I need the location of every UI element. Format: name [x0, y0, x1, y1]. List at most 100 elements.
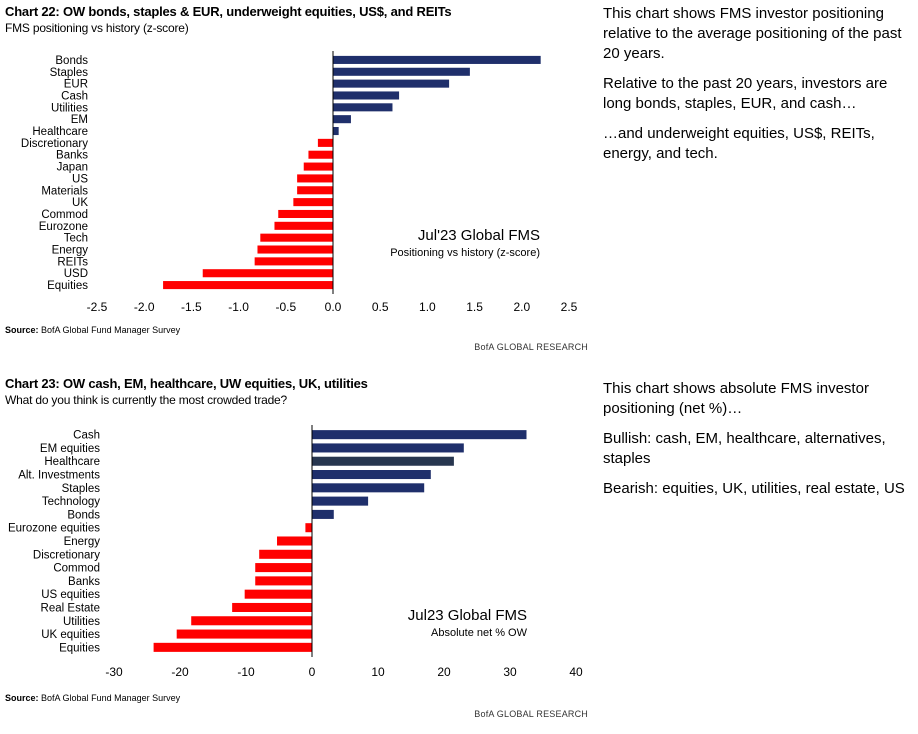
bar-us-equities	[244, 589, 312, 599]
x-tick-label: -1.0	[228, 300, 249, 314]
category-label: Staples	[62, 483, 101, 495]
category-label: Materials	[41, 185, 88, 197]
bar-usd	[202, 269, 333, 278]
chart-annotation-subtitle: Positioning vs history (z-score)	[390, 247, 540, 259]
bar-energy	[257, 245, 333, 254]
category-label: Cash	[73, 430, 100, 442]
category-label: US equities	[41, 589, 100, 601]
category-label: Technology	[42, 496, 100, 508]
bar-discretionary	[259, 549, 312, 559]
chart-annotation-title: Jul23 Global FMS	[408, 607, 527, 624]
commentary-paragraph: Bearish: equities, UK, utilities, real e…	[603, 480, 905, 497]
bar-healthcare	[333, 126, 339, 136]
category-label: Eurozone equities	[8, 523, 100, 535]
bar-healthcare	[312, 456, 454, 466]
category-label: Real Estate	[41, 602, 100, 614]
brand-label: BofA GLOBAL RESEARCH	[474, 709, 588, 719]
x-tick-label: 20	[437, 665, 451, 679]
bar-equities	[153, 642, 312, 652]
bar-utilities	[333, 103, 393, 112]
category-label: Japan	[57, 162, 88, 174]
category-label: Utilities	[51, 102, 88, 114]
commentary-chart-23: This chart shows absolute FMS investor p…	[603, 379, 911, 509]
bar-eurozone-equities	[305, 523, 312, 533]
bar-real-estate	[232, 602, 312, 612]
commentary-chart-22: This chart shows FMS investor positionin…	[603, 4, 911, 174]
bar-banks	[308, 150, 333, 159]
category-label: Eurozone	[39, 221, 88, 233]
x-tick-label: 0.5	[372, 300, 389, 314]
bar-uk	[293, 198, 333, 207]
category-label: Staples	[50, 67, 89, 79]
category-label: REITs	[57, 256, 88, 268]
category-label: Alt. Investments	[18, 470, 100, 482]
x-tick-label: -2.5	[87, 300, 108, 314]
x-tick-label: -30	[105, 665, 123, 679]
x-tick-label: 2.5	[561, 300, 578, 314]
category-label: Discretionary	[21, 138, 88, 150]
bar-uk-equities	[176, 629, 312, 639]
x-tick-label: -10	[237, 665, 255, 679]
commentary-paragraph: …and underweight equities, US$, REITs, e…	[603, 125, 875, 162]
category-label: Energy	[52, 245, 89, 257]
category-label: Commod	[53, 563, 100, 575]
bar-cash	[312, 430, 527, 440]
category-label: US	[72, 173, 88, 185]
x-tick-label: 40	[569, 665, 583, 679]
x-tick-label: -0.5	[275, 300, 296, 314]
source-label: Source:	[5, 325, 39, 335]
chart-annotation-subtitle: Absolute net % OW	[431, 627, 528, 639]
x-tick-label: 0.0	[325, 300, 342, 314]
bar-commod	[278, 209, 333, 219]
category-label: Banks	[56, 150, 88, 162]
category-label: Energy	[64, 536, 101, 548]
chart-title: Chart 23: OW cash, EM, healthcare, UW eq…	[5, 376, 368, 391]
commentary-paragraph: Bullish: cash, EM, healthcare, alternati…	[603, 430, 886, 467]
source-note: Source: BofA Global Fund Manager Survey	[5, 325, 180, 335]
source-text: BofA Global Fund Manager Survey	[41, 325, 181, 335]
bar-staples	[312, 483, 425, 493]
category-label: UK	[72, 197, 88, 209]
source-note: Source: BofA Global Fund Manager Survey	[5, 693, 180, 703]
chart-title: Chart 22: OW bonds, staples & EUR, under…	[5, 4, 452, 19]
x-tick-label: 30	[503, 665, 517, 679]
chart-panel-23: Chart 23: OW cash, EM, healthcare, UW eq…	[0, 372, 600, 734]
bar-reits	[254, 257, 333, 266]
bar-cash	[333, 91, 400, 100]
category-label: Bonds	[55, 55, 88, 67]
bar-em-equities	[312, 443, 464, 453]
bar-materials	[297, 186, 333, 195]
category-label: Bonds	[67, 509, 100, 521]
bar-em	[333, 115, 351, 124]
category-label: Cash	[61, 90, 88, 102]
bar-discretionary	[317, 138, 333, 147]
bar-bonds	[333, 55, 541, 64]
bar-banks	[255, 576, 312, 586]
category-label: Equities	[59, 642, 100, 654]
commentary-paragraph: This chart shows absolute FMS investor p…	[603, 380, 869, 417]
brand-label: BofA GLOBAL RESEARCH	[474, 342, 588, 352]
category-label: EM equities	[40, 443, 100, 455]
bar-staples	[333, 67, 470, 76]
bar-energy	[277, 536, 312, 546]
x-tick-label: 10	[371, 665, 385, 679]
category-label: Tech	[64, 233, 88, 245]
bar-eurozone	[274, 221, 333, 230]
category-label: Banks	[68, 576, 100, 588]
category-label: Equities	[47, 280, 88, 292]
category-label: Healthcare	[44, 456, 100, 468]
x-tick-label: 2.0	[513, 300, 530, 314]
bar-alt-investments	[312, 470, 431, 480]
x-tick-label: 1.0	[419, 300, 436, 314]
bar-us	[297, 174, 333, 183]
bar-commod	[255, 563, 312, 573]
commentary-paragraph: This chart shows FMS investor positionin…	[603, 5, 902, 62]
bar-technology	[312, 496, 369, 506]
bar-utilities	[191, 616, 312, 626]
commentary-paragraph: Relative to the past 20 years, investors…	[603, 75, 888, 112]
category-label: EM	[71, 114, 88, 126]
chart-subtitle: What do you think is currently the most …	[5, 393, 288, 407]
category-label: Healthcare	[32, 126, 88, 138]
category-label: Discretionary	[33, 549, 100, 561]
